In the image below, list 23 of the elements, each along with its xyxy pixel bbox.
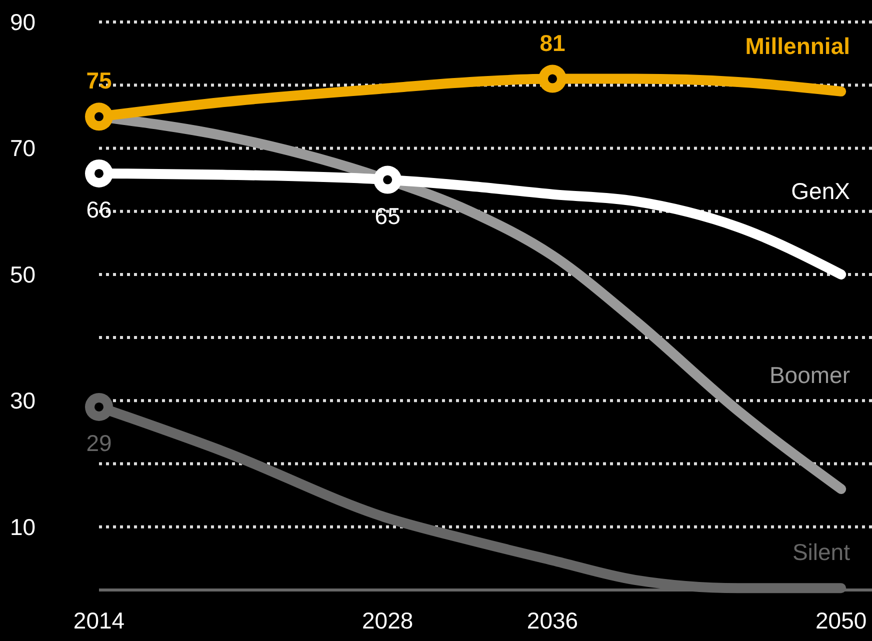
x-tick-label: 2050 <box>815 607 867 634</box>
y-tick-label: 70 <box>10 135 36 162</box>
series-label: Millennial <box>745 32 850 59</box>
y-tick-label: 30 <box>10 388 36 414</box>
series-label: Boomer <box>769 362 850 388</box>
y-tick-label: 90 <box>10 9 36 35</box>
point <box>538 64 566 93</box>
data-label: 65 <box>374 202 400 229</box>
x-tick-label: 2028 <box>362 607 414 634</box>
x-tick-label: 2014 <box>73 607 125 634</box>
point <box>374 166 402 194</box>
x-tick-label: 2036 <box>526 607 578 634</box>
series-label: GenX <box>791 178 850 204</box>
point <box>85 159 113 188</box>
y-tick-label: 10 <box>10 514 36 540</box>
data-label: 81 <box>540 30 566 56</box>
data-label: 29 <box>86 430 112 456</box>
point <box>85 102 113 131</box>
series-label: Silent <box>792 539 851 566</box>
data-label: 75 <box>86 68 112 94</box>
data-label: 66 <box>86 196 112 222</box>
y-tick-label: 50 <box>10 261 36 288</box>
point <box>85 392 113 421</box>
